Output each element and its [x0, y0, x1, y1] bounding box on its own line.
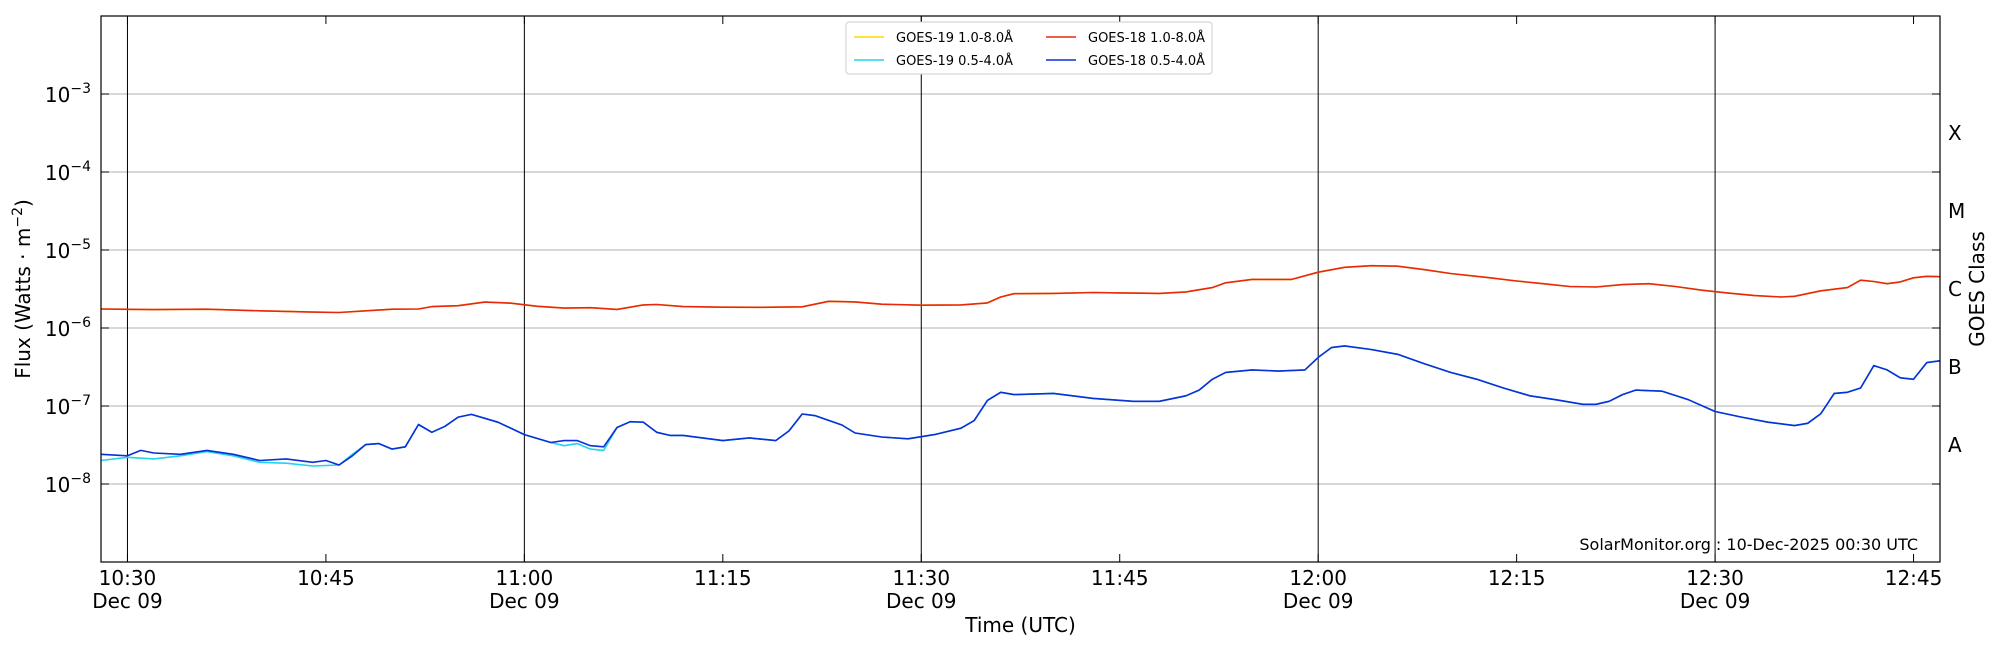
x-tick-label: 12:00	[1289, 566, 1347, 590]
y-tick-label-base: 10	[45, 395, 70, 419]
y-tick-label-base: 10	[45, 161, 70, 185]
y-tick-label: 10−6	[45, 315, 91, 341]
y-tick-label-base: 10	[45, 473, 70, 497]
series-line	[100, 345, 1941, 466]
y-axis-title-main: Flux (Watts · m	[11, 228, 35, 379]
y-tick-label-base: 10	[45, 83, 70, 107]
y-tick-label-exponent: −3	[70, 81, 91, 97]
x-tick-label: 11:30	[892, 566, 950, 590]
x-tick-date-label: Dec 09	[1680, 589, 1751, 613]
y-tick-label-base: 10	[45, 317, 70, 341]
legend-box	[845, 21, 1213, 75]
y-tick-label-exponent: −7	[70, 393, 91, 409]
plot-frame	[100, 15, 1941, 563]
x-tick-date-label: Dec 09	[489, 589, 560, 613]
x-tick-label: 11:15	[694, 566, 752, 590]
x-tick-date-label: Dec 09	[1283, 589, 1354, 613]
x-tick-label: 12:45	[1885, 566, 1943, 590]
y-tick-label: 10−5	[45, 237, 91, 263]
y-tick-label: 10−8	[45, 471, 91, 497]
x-tick-label: 10:30	[99, 566, 157, 590]
x-tick-label: 10:45	[297, 566, 355, 590]
y-tick-label-base: 10	[45, 239, 70, 263]
x-tick-label: 11:00	[496, 566, 554, 590]
x-tick-label: 11:45	[1091, 566, 1149, 590]
y-tick-label: 10−4	[45, 159, 91, 185]
y-tick-label-exponent: −4	[70, 159, 91, 175]
legend-label: GOES-19 1.0-8.0Å	[896, 30, 1013, 46]
grid-layer	[101, 16, 1940, 562]
x-tick-label: 12:15	[1488, 566, 1546, 590]
x-tick-date-label: Dec 09	[92, 589, 163, 613]
x-axis-title: Time (UTC)	[964, 613, 1076, 637]
goes-class-layer: A B C M X	[1948, 121, 1965, 457]
y-tick-label-exponent: −6	[70, 315, 91, 331]
goes-class-label: X	[1948, 121, 1962, 145]
x-tick-label: 12:30	[1686, 566, 1744, 590]
y-axis-title: Flux (Watts · m−2)	[10, 199, 35, 379]
legend-label: GOES-19 0.5-4.0Å	[896, 53, 1013, 69]
y-tick-label: 10−3	[45, 81, 91, 107]
series-line	[100, 264, 1941, 314]
y-tick-label: 10−7	[45, 393, 91, 419]
series-layer	[100, 264, 1941, 467]
y-axis-title-exponent: −2	[10, 207, 26, 228]
x-tick-date-label: Dec 09	[886, 589, 957, 613]
goes-class-label: B	[1948, 355, 1962, 379]
y-tick-label-exponent: −5	[70, 237, 91, 253]
legend: GOES-19 1.0-8.0Å GOES-19 0.5-4.0Å GOES-18 …	[845, 21, 1213, 75]
legend-label: GOES-18 1.0-8.0Å	[1088, 30, 1205, 46]
y-tick-label-exponent: −8	[70, 471, 91, 487]
goes-class-label: C	[1948, 277, 1962, 301]
legend-label: GOES-18 0.5-4.0Å	[1088, 53, 1205, 69]
goes-class-label: M	[1948, 199, 1965, 223]
y-axis-title-close: )	[11, 199, 35, 207]
goes-class-label: A	[1948, 433, 1962, 457]
goes-class-axis-title: GOES Class	[1965, 231, 1989, 347]
credit-text: SolarMonitor.org : 10-Dec-2025 00:30 UTC	[1579, 535, 1918, 554]
